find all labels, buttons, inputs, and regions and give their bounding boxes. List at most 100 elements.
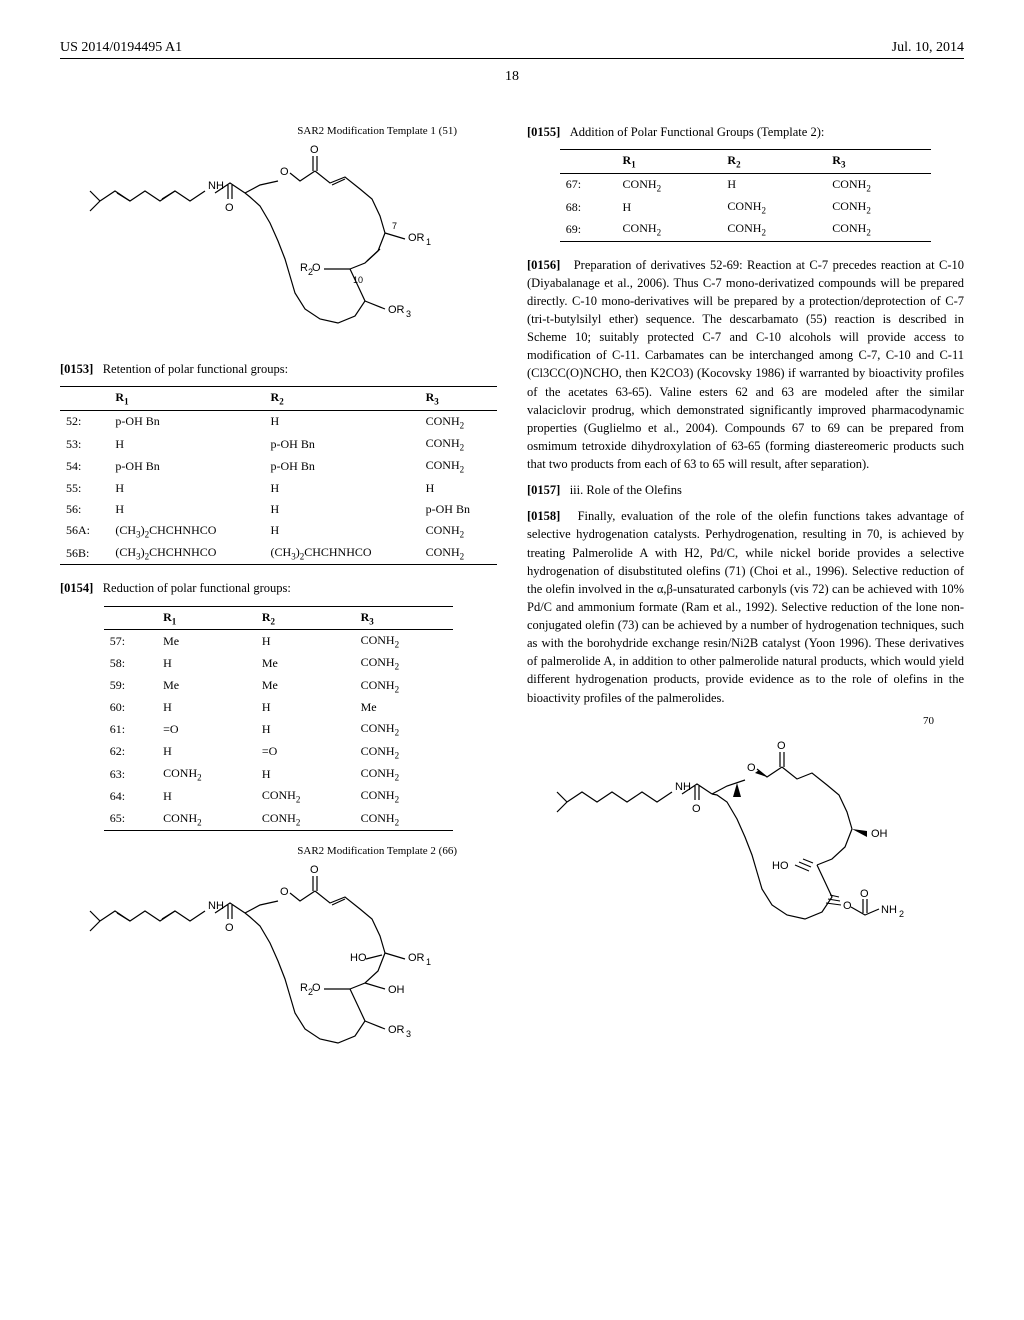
- patent-page: US 2014/0194495 A1 Jul. 10, 2014 18 SAR2…: [0, 0, 1024, 1120]
- right-column: [0155] Addition of Polar Functional Grou…: [527, 115, 964, 1080]
- table-row: 61:=OHCONH2: [104, 718, 454, 740]
- table-cell: H: [256, 718, 355, 740]
- left-column: SAR2 Modification Template 1 (51) O O NH: [60, 115, 497, 1080]
- structure-template-2: SAR2 Modification Template 2 (66) O O NH: [60, 845, 497, 1065]
- table-cell: 55:: [60, 478, 109, 499]
- table-cell: =O: [157, 718, 256, 740]
- para-0155: [0155] Addition of Polar Functional Grou…: [527, 123, 964, 141]
- svg-text:HO: HO: [772, 860, 789, 872]
- atom-or1: OR: [408, 232, 425, 244]
- table-cell: (CH3)2CHCHNHCO: [265, 542, 420, 565]
- table-row: 69:CONH2CONH2CONH2: [560, 218, 931, 241]
- th-blank: [560, 150, 617, 173]
- para-num: [0154]: [60, 581, 93, 595]
- atom-or3: OR: [388, 304, 405, 316]
- th-r2: R2: [265, 387, 420, 410]
- table-cell: CONH2: [355, 763, 454, 785]
- table-cell: H: [109, 433, 264, 455]
- table-cell: p-OH Bn: [109, 410, 264, 433]
- th-r3: R3: [826, 150, 931, 173]
- svg-text:HO: HO: [350, 952, 367, 964]
- table-cell: H: [420, 478, 497, 499]
- table-row: 55:HHH: [60, 478, 497, 499]
- para-0154: [0154] Reduction of polar functional gro…: [60, 579, 497, 597]
- table-row: 65:CONH2CONH2CONH2: [104, 808, 454, 831]
- fig1-caption: SAR2 Modification Template 1 (51): [60, 125, 497, 137]
- table-row: 62:H=OCONH2: [104, 741, 454, 763]
- table-row: 59:MeMeCONH2: [104, 675, 454, 697]
- svg-text:2: 2: [899, 909, 904, 919]
- table-cell: CONH2: [617, 173, 722, 196]
- table-row: 56A:(CH3)2CHCHNHCOHCONH2: [60, 520, 497, 542]
- chemical-structure-1: O O NH O: [60, 141, 440, 341]
- svg-text:O: O: [225, 922, 234, 934]
- patent-number: US 2014/0194495 A1: [60, 40, 182, 56]
- table-cell: CONH2: [256, 808, 355, 831]
- table-cell: H: [256, 763, 355, 785]
- para-num: [0155]: [527, 125, 560, 139]
- table-cell: H: [265, 478, 420, 499]
- para-0158: [0158] Finally, evaluation of the role o…: [527, 507, 964, 706]
- svg-text:OH: OH: [388, 984, 405, 996]
- table-row: 54:p-OH Bnp-OH BnCONH2: [60, 455, 497, 477]
- table-cell: p-OH Bn: [265, 455, 420, 477]
- table-row: 68:HCONH2CONH2: [560, 196, 931, 218]
- page-number: 18: [60, 69, 964, 85]
- table-cell: CONH2: [355, 785, 454, 807]
- table-cell: H: [265, 499, 420, 520]
- table-cell: H: [256, 697, 355, 718]
- svg-text:O: O: [777, 740, 786, 752]
- table-cell: 57:: [104, 629, 157, 652]
- atom-nh: NH: [208, 180, 224, 192]
- svg-text:O: O: [310, 864, 319, 876]
- two-column-layout: SAR2 Modification Template 1 (51) O O NH: [60, 115, 964, 1080]
- table-cell: CONH2: [420, 410, 497, 433]
- table-cell: CONH2: [355, 741, 454, 763]
- para-0156: [0156] Preparation of derivatives 52-69:…: [527, 256, 964, 474]
- table-cell: Me: [355, 697, 454, 718]
- compound-70-label: 70: [527, 715, 964, 727]
- chemical-structure-2: O O NH O: [60, 861, 440, 1061]
- svg-text:O: O: [280, 886, 289, 898]
- table-cell: 63:: [104, 763, 157, 785]
- svg-text:O: O: [747, 762, 756, 774]
- table-cell: CONH2: [420, 520, 497, 542]
- para-text: Reduction of polar functional groups:: [103, 581, 291, 595]
- para-text: Preparation of derivatives 52-69: Reacti…: [527, 258, 964, 471]
- para-text: Addition of Polar Functional Groups (Tem…: [570, 125, 825, 139]
- atom-label: O: [280, 166, 289, 178]
- table-cell: CONH2: [355, 718, 454, 740]
- table-cell: CONH2: [617, 218, 722, 241]
- table-cell: 56A:: [60, 520, 109, 542]
- table-cell: CONH2: [420, 455, 497, 477]
- para-0157: [0157] iii. Role of the Olefins: [527, 481, 964, 499]
- table-row: 52:p-OH BnHCONH2: [60, 410, 497, 433]
- table-cell: 52:: [60, 410, 109, 433]
- table-retention: R1 R2 R3 52:p-OH BnHCONH253:Hp-OH BnCONH…: [60, 386, 497, 565]
- svg-text:OH: OH: [871, 828, 888, 840]
- table-cell: H: [265, 410, 420, 433]
- table-cell: CONH2: [157, 763, 256, 785]
- table-cell: Me: [256, 675, 355, 697]
- chemical-structure-70: O O NH O: [527, 737, 907, 947]
- table-reduction: R1 R2 R3 57:MeHCONH258:HMeCONH259:MeMeCO…: [104, 606, 454, 832]
- th-blank: [104, 606, 157, 629]
- th-r2: R2: [256, 606, 355, 629]
- table-cell: 69:: [560, 218, 617, 241]
- table-cell: CONH2: [355, 808, 454, 831]
- table-row: 58:HMeCONH2: [104, 652, 454, 674]
- table-cell: H: [265, 520, 420, 542]
- th-r3: R3: [355, 606, 454, 629]
- page-header: US 2014/0194495 A1 Jul. 10, 2014: [60, 40, 964, 59]
- svg-text:O: O: [843, 900, 852, 912]
- table-cell: Me: [157, 629, 256, 652]
- table-row: 64:HCONH2CONH2: [104, 785, 454, 807]
- table-cell: 59:: [104, 675, 157, 697]
- structure-template-1: SAR2 Modification Template 1 (51) O O NH: [60, 125, 497, 345]
- table-cell: H: [157, 652, 256, 674]
- table-row: 63:CONH2HCONH2: [104, 763, 454, 785]
- table-cell: H: [109, 478, 264, 499]
- table-cell: (CH3)2CHCHNHCO: [109, 520, 264, 542]
- svg-text:OR: OR: [388, 1024, 405, 1036]
- svg-text:3: 3: [406, 1029, 411, 1039]
